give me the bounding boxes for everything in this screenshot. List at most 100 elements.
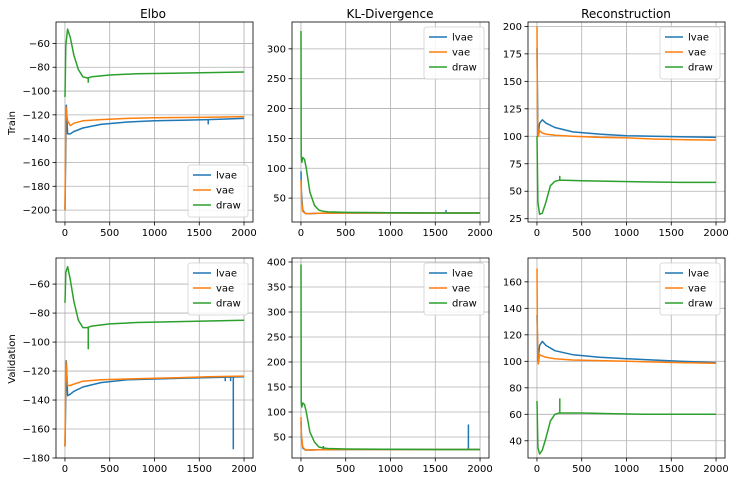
legend: lvae vae draw	[423, 26, 485, 80]
legend-label-lvae: lvae	[688, 33, 709, 44]
legend: lvae vae draw	[659, 26, 721, 80]
x-tick-label: 2000	[703, 464, 728, 475]
legend-label-lvae: lvae	[216, 171, 237, 182]
x-tick-label: 1500	[659, 228, 684, 239]
legend-box	[659, 26, 721, 80]
y-tick-label: 100	[267, 408, 286, 419]
legend-label-lvae: lvae	[216, 269, 237, 280]
legend-label-lvae: lvae	[452, 269, 473, 280]
legend-box	[423, 26, 485, 80]
x-tick-label: 500	[336, 464, 355, 475]
x-tick-label: 2000	[467, 228, 492, 239]
series-line-vae	[64, 105, 245, 211]
chart-panel-2: 0 500 1000 1500 2000 50 100 150 200 250 300 lvae vae…	[267, 21, 493, 239]
y-tick-label: 140	[503, 304, 522, 315]
y-tick-label: −140	[23, 134, 50, 145]
y-tick-label: 125	[503, 104, 522, 115]
y-tick-label: 200	[503, 22, 522, 33]
y-tick-label: −160	[23, 425, 50, 436]
legend-label-vae: vae	[216, 284, 234, 295]
y-tick-label: 100	[503, 132, 522, 143]
series-line-lvae	[536, 48, 717, 139]
x-tick-label: 500	[100, 228, 119, 239]
legend-label-draw: draw	[216, 299, 241, 310]
panels: 0 500 1000 1500 2000−200−180−160−140−120−100…	[23, 21, 729, 476]
y-tick-label: −60	[29, 280, 50, 291]
x-tick-label: 0	[298, 464, 304, 475]
chart-panel-4: 0 500 1000 1500 2000 −180 −160 −140 −120 −100 −80 −…	[23, 257, 257, 475]
column-title-elbo: Elbo	[140, 7, 166, 21]
series-line-vae	[536, 268, 717, 365]
y-tick-label: −120	[23, 110, 50, 121]
y-tick-label: 50	[273, 194, 286, 205]
x-tick-label: 2000	[231, 228, 256, 239]
y-tick-label: 200	[267, 358, 286, 369]
y-tick-label: 250	[267, 74, 286, 85]
series-line-lvae	[536, 314, 717, 364]
x-tick-label: 1500	[187, 464, 212, 475]
legend-label-vae: vae	[688, 48, 706, 59]
legend-label-draw: draw	[688, 63, 713, 74]
row-label-validation: Validation	[7, 334, 18, 383]
row-label-train: Train	[7, 111, 18, 136]
y-tick-label: −200	[23, 206, 50, 217]
y-tick-label: −80	[29, 309, 50, 320]
y-tick-label: 150	[267, 134, 286, 145]
legend-label-draw: draw	[452, 63, 477, 74]
series-line-draw	[536, 136, 716, 216]
legend-label-lvae: lvae	[452, 33, 473, 44]
y-tick-label: 80	[509, 383, 522, 394]
x-tick-label: 0	[298, 228, 304, 239]
legend-box	[187, 262, 249, 316]
x-tick-label: 1000	[378, 464, 403, 475]
legend-label-vae: vae	[216, 186, 234, 197]
y-tick-label: 175	[503, 49, 522, 60]
y-tick-label: −60	[29, 39, 50, 50]
y-tick-label: 75	[509, 159, 522, 170]
series-line-vae	[536, 26, 717, 141]
column-title-reconstruction: Reconstruction	[581, 7, 671, 21]
y-tick-label: 150	[503, 77, 522, 88]
legend: lvae vae draw	[187, 262, 249, 316]
y-tick-label: −160	[23, 158, 50, 169]
x-tick-label: 1500	[659, 464, 684, 475]
y-tick-label: −100	[23, 87, 50, 98]
y-tick-label: 50	[273, 433, 286, 444]
y-tick-label: 300	[267, 308, 286, 319]
chart-panel-5: 0 500 1000 1500 2000 50 100 150 200 250 300 350 400 l…	[267, 258, 493, 476]
series-line-draw	[300, 30, 480, 214]
series-line-draw	[64, 265, 245, 329]
series-line-draw	[536, 400, 716, 455]
chart-panel-1: 0 500 1000 1500 2000 −200 −180 −160 −140 −120 −100…	[23, 21, 257, 239]
x-tick-label: 1000	[142, 228, 167, 239]
y-tick-label: 120	[503, 330, 522, 341]
y-tick-label: −180	[23, 454, 50, 465]
legend-label-draw: draw	[688, 299, 713, 310]
chart-panel-3: 0 500 1000 1500 2000 25 50 75 100 125 150 175 200 lva…	[503, 21, 729, 239]
series-line-draw	[300, 264, 480, 451]
y-tick-label: −80	[29, 63, 50, 74]
y-tick-label: 100	[503, 357, 522, 368]
x-tick-label: 1000	[614, 464, 639, 475]
y-tick-label: −100	[23, 338, 50, 349]
y-tick-label: 150	[267, 383, 286, 394]
series-line-lvae	[64, 104, 245, 211]
legend-label-lvae: lvae	[688, 269, 709, 280]
x-tick-label: 0	[62, 228, 68, 239]
legend-label-vae: vae	[452, 284, 470, 295]
chart-panel-6: 0 500 1000 1500 2000 40 60 80 100 120 140 160 lvae va…	[503, 257, 729, 475]
y-tick-label: 250	[267, 333, 286, 344]
x-tick-label: 500	[100, 464, 119, 475]
x-tick-label: 0	[534, 464, 540, 475]
x-tick-label: 1500	[423, 228, 448, 239]
y-tick-label: 100	[267, 164, 286, 175]
y-tick-label: 350	[267, 283, 286, 294]
legend-label-draw: draw	[452, 299, 477, 310]
column-title-kl-divergence: KL-Divergence	[346, 7, 433, 21]
legend-label-vae: vae	[688, 284, 706, 295]
legend-box	[187, 164, 249, 218]
x-tick-label: 0	[62, 464, 68, 475]
y-tick-label: 200	[267, 104, 286, 115]
legend: lvae vae draw	[659, 262, 721, 316]
